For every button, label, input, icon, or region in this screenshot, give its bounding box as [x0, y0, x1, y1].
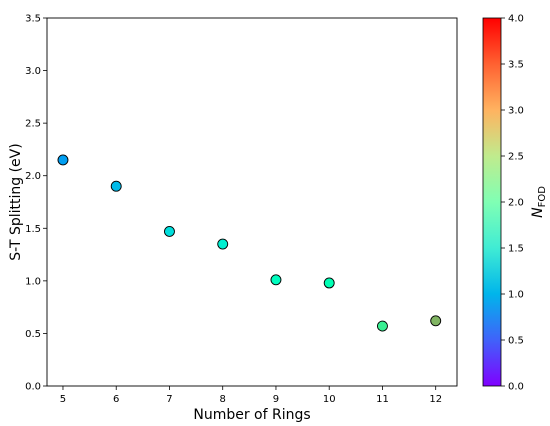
- colorbar-tick-label: 1.0: [508, 290, 524, 301]
- colorbar-tick-label: 2.0: [508, 198, 524, 209]
- data-point: [430, 315, 442, 327]
- colorbar-label: NFOD: [530, 186, 548, 218]
- data-points: [57, 154, 442, 332]
- data-point: [110, 180, 122, 192]
- data-point: [323, 277, 335, 289]
- x-axis: 5 6 7 8 9 10 11 12: [60, 386, 442, 405]
- data-point: [57, 154, 69, 166]
- x-tick-label: 10: [323, 394, 336, 405]
- colorbar-tick-label: 3.0: [508, 106, 524, 117]
- colorbar-label-sub: FOD: [537, 186, 548, 208]
- colorbar-label-main: N: [530, 207, 546, 218]
- y-tick-label: 2.0: [25, 171, 41, 182]
- plot-frame: [46, 17, 458, 387]
- y-tick-label: 3.0: [25, 66, 41, 77]
- colorbar-tick-label: 0.0: [508, 382, 524, 393]
- y-tick-label: 0.0: [25, 382, 41, 393]
- colorbar-tick-label: 4.0: [508, 14, 524, 25]
- y-tick-label: 0.5: [25, 329, 41, 340]
- x-tick-label: 9: [273, 394, 279, 405]
- colorbar: 0.0 0.5 1.0 1.5 2.0 2.5 3.0 3.5 4.0 NFOD: [482, 14, 548, 393]
- x-tick-label: 6: [113, 394, 119, 405]
- colorbar-gradient: [482, 17, 502, 387]
- data-point: [270, 274, 282, 286]
- x-axis-label: Number of Rings: [193, 407, 310, 423]
- y-tick-label: 2.5: [25, 119, 41, 130]
- plot-area: [46, 17, 458, 387]
- x-tick-label: 12: [429, 394, 442, 405]
- colorbar-tick-label: 3.5: [508, 60, 524, 71]
- x-tick-label: 7: [166, 394, 172, 405]
- x-tick-label: 8: [220, 394, 226, 405]
- x-tick-label: 11: [376, 394, 389, 405]
- y-tick-label: 1.0: [25, 276, 41, 287]
- colorbar-tick-label: 0.5: [508, 336, 524, 347]
- y-tick-label: 1.5: [25, 224, 41, 235]
- y-tick-label: 3.5: [25, 14, 41, 25]
- colorbar-axis: 0.0 0.5 1.0 1.5 2.0 2.5 3.0 3.5 4.0: [501, 14, 524, 393]
- data-point: [164, 225, 175, 237]
- data-point: [217, 238, 229, 250]
- data-point: [377, 320, 388, 332]
- y-axis: 0.0 0.5 1.0 1.5 2.0 2.5 3.0 3.5: [25, 14, 47, 393]
- colorbar-tick-label: 1.5: [508, 244, 524, 255]
- y-axis-label: S-T Splitting (eV): [8, 143, 24, 260]
- colorbar-tick-label: 2.5: [508, 152, 524, 163]
- x-tick-label: 5: [60, 394, 66, 405]
